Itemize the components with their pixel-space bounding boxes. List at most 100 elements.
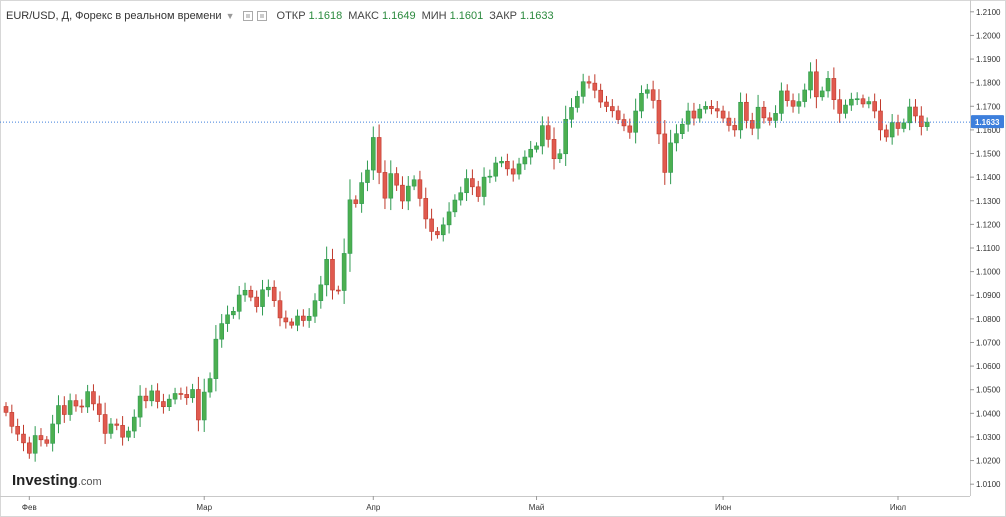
candle-body[interactable] — [56, 405, 61, 425]
candle-body[interactable] — [545, 125, 551, 140]
candle-body[interactable] — [540, 125, 545, 147]
candle-body[interactable] — [604, 101, 609, 107]
candle-body[interactable] — [755, 106, 761, 129]
candle-body[interactable] — [27, 442, 32, 454]
candle-body[interactable] — [749, 120, 755, 129]
candle-body[interactable] — [779, 90, 784, 114]
candle-body[interactable] — [347, 199, 353, 254]
candle-body[interactable] — [644, 89, 650, 94]
candle-body[interactable] — [767, 117, 773, 121]
candle-body[interactable] — [201, 391, 207, 421]
candle-body[interactable] — [61, 405, 67, 415]
candle-body[interactable] — [266, 286, 271, 291]
candle-body[interactable] — [586, 81, 592, 84]
candle-body[interactable] — [423, 198, 429, 220]
candle-body[interactable] — [522, 156, 528, 165]
candle-body[interactable] — [91, 391, 96, 405]
candle-body[interactable] — [814, 71, 819, 98]
candle-body[interactable] — [499, 161, 504, 164]
candle-body[interactable] — [161, 401, 166, 408]
candle-body[interactable] — [580, 81, 586, 97]
candle-body[interactable] — [184, 394, 190, 399]
candle-body[interactable] — [872, 101, 877, 112]
candle-body[interactable] — [236, 294, 242, 312]
candle-body[interactable] — [528, 148, 534, 158]
candle-body[interactable] — [738, 101, 743, 131]
candle-body[interactable] — [318, 284, 324, 301]
candle-body[interactable] — [878, 110, 883, 131]
candle-body[interactable] — [196, 389, 201, 421]
candle-body[interactable] — [166, 398, 172, 408]
candle-body[interactable] — [913, 106, 918, 117]
candle-body[interactable] — [709, 105, 714, 109]
candle-body[interactable] — [271, 286, 277, 301]
candle-body[interactable] — [714, 108, 720, 112]
candle-body[interactable] — [843, 104, 848, 114]
candle-body[interactable] — [854, 98, 860, 101]
candle-body[interactable] — [178, 393, 184, 395]
candle-body[interactable] — [837, 99, 842, 114]
toggle-visibility-icon[interactable] — [242, 11, 253, 21]
candle-body[interactable] — [685, 110, 691, 125]
candle-body[interactable] — [301, 315, 306, 321]
candle-body[interactable] — [254, 296, 259, 307]
candle-body[interactable] — [901, 122, 907, 129]
candle-body[interactable] — [388, 173, 394, 199]
candle-body[interactable] — [732, 125, 738, 131]
candle-body[interactable] — [481, 176, 487, 197]
candle-body[interactable] — [592, 82, 598, 91]
settings-icon[interactable] — [256, 11, 267, 21]
candle-body[interactable] — [919, 115, 924, 127]
candle-body[interactable] — [662, 133, 668, 173]
candle-body[interactable] — [21, 433, 26, 444]
candle-body[interactable] — [376, 137, 382, 173]
candle-body[interactable] — [825, 78, 831, 92]
candle-body[interactable] — [359, 182, 364, 204]
candle-body[interactable] — [417, 179, 423, 199]
candle-body[interactable] — [703, 105, 708, 110]
candle-body[interactable] — [85, 391, 90, 408]
candle-body[interactable] — [114, 423, 120, 426]
candle-body[interactable] — [884, 129, 889, 138]
candle-body[interactable] — [102, 414, 108, 434]
candle-body[interactable] — [790, 100, 796, 107]
symbol-title[interactable]: EUR/USD, Д, Форекс в реальном времени — [6, 10, 222, 22]
candle-body[interactable] — [516, 163, 522, 175]
candle-body[interactable] — [831, 78, 837, 100]
candle-body[interactable] — [720, 110, 726, 119]
candle-body[interactable] — [650, 89, 656, 101]
candle-body[interactable] — [289, 321, 294, 326]
candle-body[interactable] — [802, 89, 808, 102]
candle-body[interactable] — [382, 172, 388, 199]
candle-body[interactable] — [96, 403, 102, 415]
candle-body[interactable] — [744, 101, 749, 121]
candle-body[interactable] — [534, 145, 539, 150]
candle-body[interactable] — [242, 289, 248, 296]
candle-body[interactable] — [3, 406, 9, 413]
candle-body[interactable] — [137, 395, 143, 418]
candle-body[interactable] — [207, 378, 213, 393]
candle-body[interactable] — [213, 338, 219, 379]
candle-body[interactable] — [464, 178, 469, 194]
candle-body[interactable] — [50, 423, 55, 444]
chevron-down-icon[interactable]: ▼ — [225, 11, 235, 21]
candle-body[interactable] — [429, 218, 434, 232]
candle-body[interactable] — [336, 289, 341, 292]
candle-body[interactable] — [312, 300, 318, 317]
candle-body[interactable] — [773, 113, 778, 121]
candle-body[interactable] — [668, 142, 673, 173]
candle-body[interactable] — [306, 315, 312, 321]
candle-body[interactable] — [67, 400, 73, 415]
candle-body[interactable] — [435, 231, 440, 236]
candle-body[interactable] — [458, 192, 464, 201]
candle-body[interactable] — [656, 100, 662, 135]
candle-body[interactable] — [277, 300, 283, 319]
candle-body[interactable] — [610, 106, 615, 112]
candle-body[interactable] — [452, 199, 458, 213]
candle-body[interactable] — [172, 393, 178, 400]
candle-body[interactable] — [330, 259, 335, 291]
candle-body[interactable] — [155, 390, 160, 402]
candle-body[interactable] — [411, 179, 417, 187]
candle-body[interactable] — [487, 175, 493, 178]
